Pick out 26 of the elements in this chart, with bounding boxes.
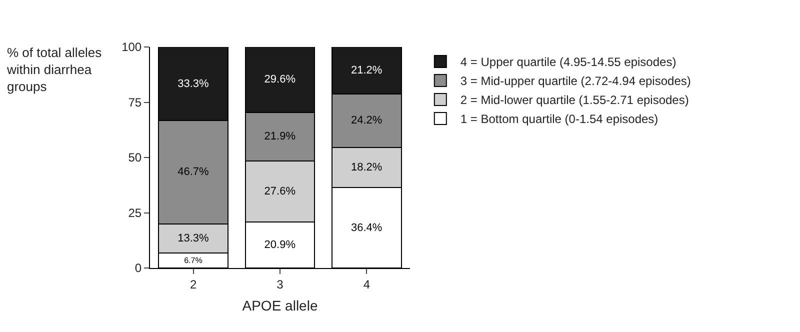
data-label: 21.2% xyxy=(350,64,382,76)
legend-label: 2 = Mid-lower quartile (1.55-2.71 episodes) xyxy=(460,93,689,108)
legend-label: 1 = Bottom quartile (0-1.54 episodes) xyxy=(460,112,658,126)
data-label: 27.6% xyxy=(264,185,296,198)
legend-label: 3 = Mid-upper quartile (2.72-4.94 episodes) xyxy=(460,74,691,88)
data-label: 24.2% xyxy=(350,114,382,127)
y-axis-title: % of total alleles within diarrhea groups xyxy=(6,45,102,94)
legend-label: 4 = Upper quartile (4.95-14.55 episodes) xyxy=(460,55,676,70)
data-label: 29.6% xyxy=(264,74,296,86)
y-tick-label: 75 xyxy=(128,95,142,110)
y-tick-label: 100 xyxy=(122,40,142,54)
y-tick-label: 0 xyxy=(134,261,142,276)
data-label: 20.9% xyxy=(264,238,296,251)
x-tick-label: 3 xyxy=(276,277,284,292)
data-label: 21.9% xyxy=(264,130,296,143)
data-label: 6.7% xyxy=(184,256,202,265)
data-label: 46.7% xyxy=(178,166,210,178)
x-axis-title: APOE allele xyxy=(242,298,318,314)
y-tick-label: 25 xyxy=(128,206,142,220)
data-label: 33.3% xyxy=(178,78,210,90)
x-tick-label: 2 xyxy=(190,277,197,292)
data-label: 36.4% xyxy=(350,222,382,234)
x-tick-label: 4 xyxy=(363,277,370,292)
y-tick-label: 50 xyxy=(128,150,142,165)
data-label: 18.2% xyxy=(350,161,382,174)
data-label: 13.3% xyxy=(178,232,210,244)
